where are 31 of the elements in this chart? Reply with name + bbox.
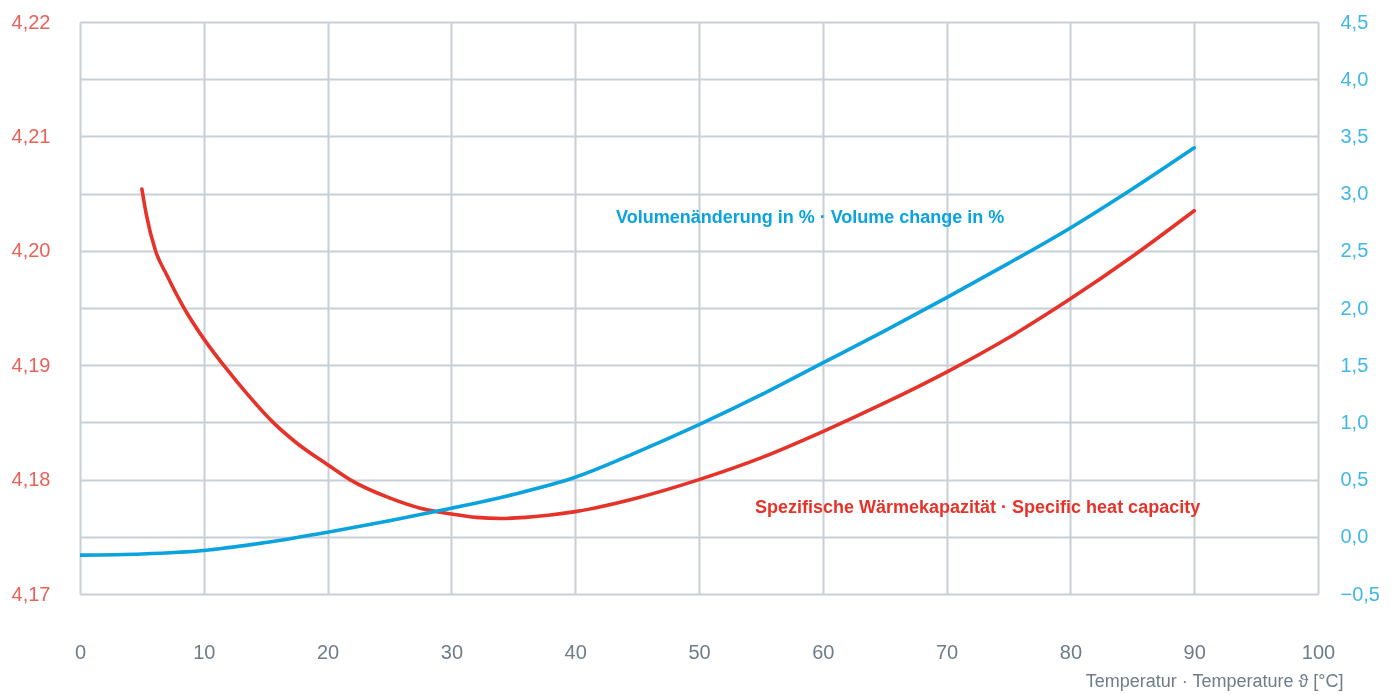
- y-tick-label: 4,17: [11, 582, 51, 605]
- y-tick-label: 4,20: [11, 239, 51, 262]
- y2-tick-label: 4,0: [1340, 67, 1369, 90]
- x-tick-label: 10: [193, 640, 216, 663]
- x-tick-label: 90: [1183, 640, 1206, 663]
- y2-tick-label: 3,5: [1340, 124, 1369, 147]
- x-tick-label: 70: [935, 640, 959, 663]
- y2-tick-label: 1,5: [1340, 353, 1369, 376]
- y2-tick-label: 1,0: [1340, 410, 1369, 433]
- y2-tick-label: 3,0: [1340, 182, 1369, 205]
- y2-tick-label: 0,5: [1340, 468, 1369, 491]
- y2-tick-label: 4,5: [1340, 10, 1369, 33]
- y2-tick-label: 0,0: [1340, 525, 1369, 548]
- series-label: Spezifische Wärmekapazität · Specific heat capacity: [755, 497, 1201, 517]
- x-tick-label: 20: [316, 640, 340, 663]
- x-tick-label: 40: [564, 640, 587, 663]
- y-tick-label: 4,18: [11, 468, 51, 491]
- y2-tick-label: 2,0: [1340, 296, 1369, 319]
- y-tick-label: 4,21: [11, 124, 51, 147]
- x-tick-label: 100: [1301, 640, 1336, 663]
- x-tick-label: 0: [74, 640, 87, 663]
- y2-tick-label: 2,5: [1340, 239, 1369, 262]
- y-tick-label: 4,22: [11, 10, 51, 33]
- y2-tick-label: −0,5: [1340, 582, 1380, 605]
- x-tick-label: 80: [1059, 640, 1083, 663]
- x-tick-label: 60: [812, 640, 835, 663]
- y-tick-label: 4,19: [11, 353, 51, 376]
- x-axis-title: Temperatur · Temperature ϑ [°C]: [1085, 670, 1344, 691]
- series-label: Volumenänderung in % · Volume change in %: [616, 207, 1005, 227]
- x-tick-label: 50: [688, 640, 711, 663]
- x-tick-label: 30: [440, 640, 464, 663]
